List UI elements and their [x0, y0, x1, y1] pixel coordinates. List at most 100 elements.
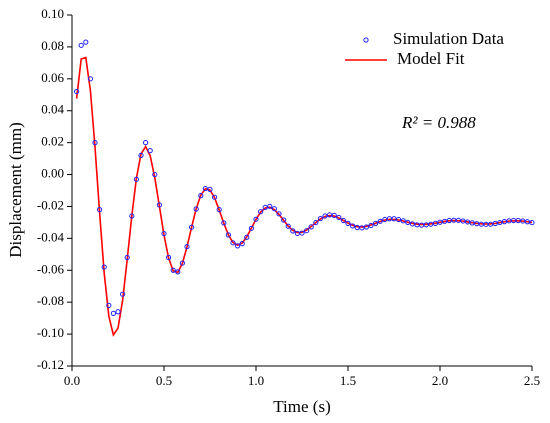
data-point: [469, 220, 475, 226]
y-tick-label: -0.10: [37, 325, 64, 340]
data-point: [258, 209, 264, 215]
y-tick-label: 0.06: [41, 70, 64, 85]
data-point: [124, 254, 130, 261]
data-point: [363, 224, 369, 230]
data-point: [78, 42, 84, 48]
x-tick-label: 2.0: [432, 373, 448, 388]
data-point: [340, 217, 346, 224]
data-point: [391, 216, 397, 222]
data-point: [400, 218, 406, 224]
data-point: [216, 207, 222, 213]
data-point: [382, 216, 388, 223]
data-point: [437, 219, 443, 225]
x-tick-label: 0.5: [156, 373, 172, 388]
data-point: [285, 223, 291, 229]
data-point: [189, 224, 195, 230]
data-point: [409, 221, 415, 227]
data-point: [87, 76, 94, 82]
data-point: [271, 206, 277, 212]
data-point: [299, 230, 305, 236]
x-tick-label: 1.5: [340, 373, 356, 388]
y-tick-label: 0.02: [41, 134, 64, 149]
data-point: [120, 291, 126, 297]
data-point: [198, 193, 204, 199]
data-point: [308, 224, 314, 230]
fit-line: [75, 56, 533, 337]
data-point: [428, 221, 434, 227]
data-point: [465, 219, 471, 225]
data-point: [152, 171, 158, 178]
data-point: [244, 234, 250, 240]
data-point: [442, 218, 448, 224]
data-point: [166, 254, 172, 261]
data-point: [373, 220, 379, 226]
y-tick-label: 0.04: [41, 102, 64, 117]
data-point: [129, 213, 135, 219]
data-point: [497, 219, 503, 226]
data-point: [317, 215, 323, 222]
data-point: [143, 140, 149, 146]
data-point: [492, 220, 498, 227]
data-point: [262, 204, 268, 211]
x-axis-label: Time (s): [273, 397, 330, 416]
data-point: [106, 302, 112, 308]
data-point: [345, 220, 351, 226]
data-point: [267, 203, 273, 209]
legend-marker: [363, 37, 369, 43]
data-point: [101, 264, 107, 270]
data-point: [276, 211, 282, 217]
x-tick-label: 1.0: [248, 373, 264, 388]
data-point: [359, 225, 365, 231]
y-tick-label: 0.08: [41, 38, 64, 53]
data-point: [202, 185, 208, 192]
data-point: [138, 152, 144, 158]
data-point: [184, 244, 190, 250]
annotation: R² = 0.988: [401, 113, 476, 132]
data-point: [248, 225, 254, 231]
data-point: [156, 202, 162, 208]
data-point: [529, 219, 535, 226]
data-point: [179, 260, 185, 266]
legend-label: Model Fit: [397, 49, 465, 68]
data-point: [368, 222, 374, 229]
data-point: [225, 232, 231, 238]
data-point: [331, 212, 337, 218]
data-point: [193, 206, 199, 212]
data-point: [161, 230, 167, 237]
data-point: [304, 228, 310, 234]
data-point: [350, 223, 356, 229]
data-point: [175, 269, 181, 275]
data-point: [212, 194, 218, 200]
data-point: [170, 267, 176, 273]
y-tick-label: -0.06: [37, 261, 65, 276]
data-point: [336, 214, 342, 221]
data-point: [405, 219, 411, 226]
y-tick-label: -0.08: [37, 293, 64, 308]
y-tick-label: -0.02: [37, 197, 64, 212]
y-tick-label: 0.00: [41, 166, 64, 181]
x-tick-label: 0.0: [64, 373, 80, 388]
data-point: [92, 140, 98, 146]
data-point: [83, 39, 89, 45]
y-axis-label: Displacement (mm): [6, 122, 25, 258]
data-point: [147, 148, 153, 154]
data-point: [520, 218, 526, 224]
data-point: [313, 219, 319, 226]
data-point: [290, 228, 296, 234]
data-point: [133, 176, 139, 182]
data-point: [74, 88, 80, 95]
data-point: [432, 220, 438, 226]
y-tick-label: 0.10: [41, 6, 64, 21]
y-tick-label: -0.12: [37, 357, 64, 372]
data-point: [524, 219, 531, 225]
data-point: [377, 218, 383, 224]
data-point: [221, 220, 227, 226]
data-point: [460, 218, 466, 224]
data-point: [97, 207, 103, 213]
data-point: [501, 219, 507, 225]
data-point: [207, 186, 213, 192]
data-point: [110, 310, 117, 316]
data-point: [235, 243, 241, 249]
legend-label: Simulation Data: [393, 29, 504, 48]
